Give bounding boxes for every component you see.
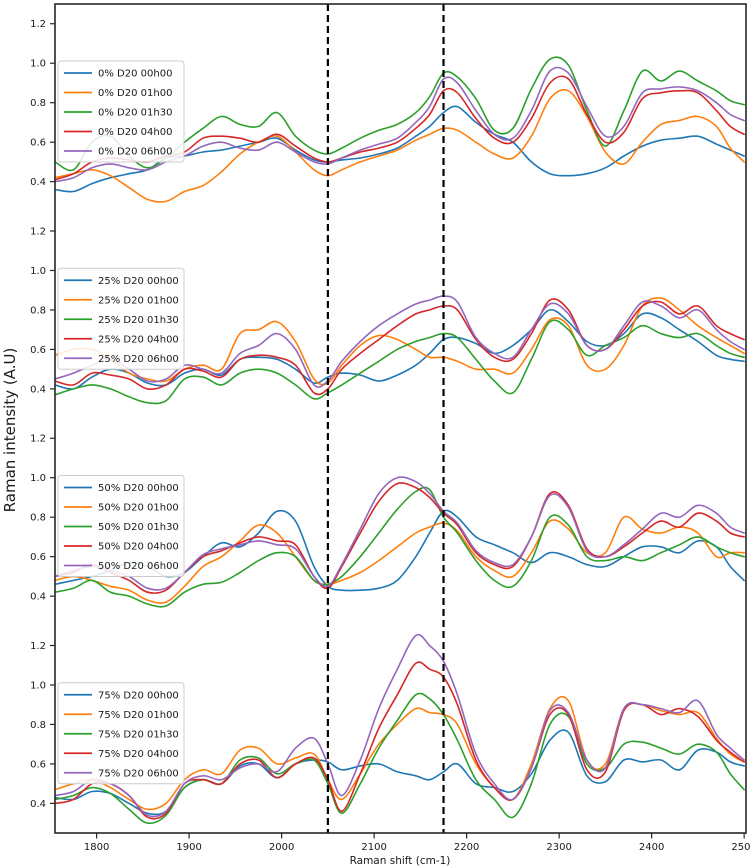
legend-item-label: 50% D20 04h00 <box>98 542 179 553</box>
y-tick-label: 1.2 <box>30 641 46 652</box>
legend-item-label: 75% D20 06h00 <box>98 768 179 779</box>
y-tick-label: 0.4 <box>30 592 46 603</box>
x-tick-label: 2400 <box>639 842 664 853</box>
legend-box <box>57 682 185 785</box>
legend-50-d20: 50% D20 00h00 50% D20 01h00 50% D20 01h30 5… <box>57 475 185 577</box>
legend-25-d20: 25% D20 00h00 25% D20 01h00 25% D20 01h30 2… <box>57 267 185 370</box>
y-tick-label: 0.8 <box>30 513 46 524</box>
x-axis-label: Raman shift (cm-1) <box>350 855 451 867</box>
legend-item-label: 75% D20 01h30 <box>98 729 179 740</box>
spectrum-line-75-d20-01h30 <box>55 692 745 825</box>
y-tick-label: 0.6 <box>30 552 46 563</box>
y-tick-label: 0.6 <box>30 138 46 149</box>
y-tick-label: 1.2 <box>30 226 46 237</box>
y-tick-label: 0.4 <box>30 384 46 395</box>
y-tick-label: 1.0 <box>30 266 46 277</box>
y-tick-label: 1.0 <box>30 680 46 691</box>
legend-item-label: 0% D20 04h00 <box>98 127 172 138</box>
legend-item-label: 25% D20 06h00 <box>98 354 179 365</box>
legend-item-label: 50% D20 01h30 <box>98 522 179 533</box>
legend-item-label: 75% D20 00h00 <box>98 690 179 701</box>
y-tick-label: 0.8 <box>30 98 46 109</box>
legend-item-label: 0% D20 00h00 <box>98 69 172 80</box>
panel-75-d20 <box>55 633 745 825</box>
spectrum-line-0-d20-01h00 <box>55 88 745 203</box>
y-tick-label: 0.6 <box>30 345 46 356</box>
spectrum-line-25-d20-04h00 <box>55 298 745 396</box>
x-tick-label: 1900 <box>176 842 201 853</box>
y-tick-label: 1.0 <box>30 59 46 70</box>
legend-item-label: 50% D20 06h00 <box>98 561 179 572</box>
legend-item-label: 50% D20 00h00 <box>98 483 179 494</box>
y-tick-label: 0.4 <box>30 799 46 810</box>
y-tick-label: 0.8 <box>30 305 46 316</box>
y-tick-label: 1.2 <box>30 434 46 445</box>
panel-25-d20 <box>55 295 745 405</box>
spectrum-line-75-d20-06h00 <box>55 633 745 818</box>
legend-box <box>57 475 185 577</box>
x-tick-label: 2200 <box>454 842 479 853</box>
legend-item-label: 25% D20 01h30 <box>98 315 179 326</box>
x-tick-label: 2500 <box>731 842 750 853</box>
axes-ticks: 0.4 0.6 0.8 1.0 1.2 0.4 0.6 0.8 1.0 1.2 0.4 0.6 0.8 1… <box>30 19 750 853</box>
spectrum-line-50-d20-01h00 <box>55 515 745 604</box>
x-tick-label: 2300 <box>546 842 571 853</box>
chart-dynamic-layer: 0% D20 00h00 0% D20 01h00 0% D20 01h30 0% D… <box>30 3 750 853</box>
legend-item-label: 0% D20 01h00 <box>98 88 172 99</box>
spectrum-line-25-d20-01h30 <box>55 319 745 405</box>
y-axis-label: Raman intensity (A.U) <box>1 348 19 513</box>
legend-75-d20: 75% D20 00h00 75% D20 01h00 75% D20 01h30 7… <box>57 682 185 785</box>
legend-box <box>57 60 185 163</box>
x-tick-label: 2100 <box>361 842 386 853</box>
legend-item-label: 25% D20 04h00 <box>98 334 179 345</box>
legend-item-label: 75% D20 01h00 <box>98 710 179 721</box>
y-tick-label: 1.0 <box>30 473 46 484</box>
legend-box <box>57 267 185 370</box>
y-tick-label: 0.6 <box>30 759 46 770</box>
legend-item-label: 25% D20 00h00 <box>98 276 179 287</box>
plot-spines <box>54 3 747 834</box>
y-tick-label: 0.8 <box>30 720 46 731</box>
spectrum-line-50-d20-01h30 <box>55 486 745 608</box>
legend-item-label: 50% D20 01h00 <box>98 503 179 514</box>
x-tick-label: 2000 <box>269 842 294 853</box>
legend-item-label: 75% D20 04h00 <box>98 749 179 760</box>
legend-item-label: 0% D20 06h00 <box>98 147 172 158</box>
spectrum-line-25-d20-06h00 <box>55 295 745 388</box>
y-tick-label: 0.4 <box>30 177 46 188</box>
spectrum-line-50-d20-06h00 <box>55 476 745 591</box>
legend-item-label: 25% D20 01h00 <box>98 295 179 306</box>
legend-item-label: 0% D20 01h30 <box>98 108 172 119</box>
x-tick-label: 1800 <box>84 842 109 853</box>
y-tick-label: 1.2 <box>30 19 46 30</box>
legend-0-d20: 0% D20 00h00 0% D20 01h00 0% D20 01h30 0% D… <box>57 60 185 163</box>
